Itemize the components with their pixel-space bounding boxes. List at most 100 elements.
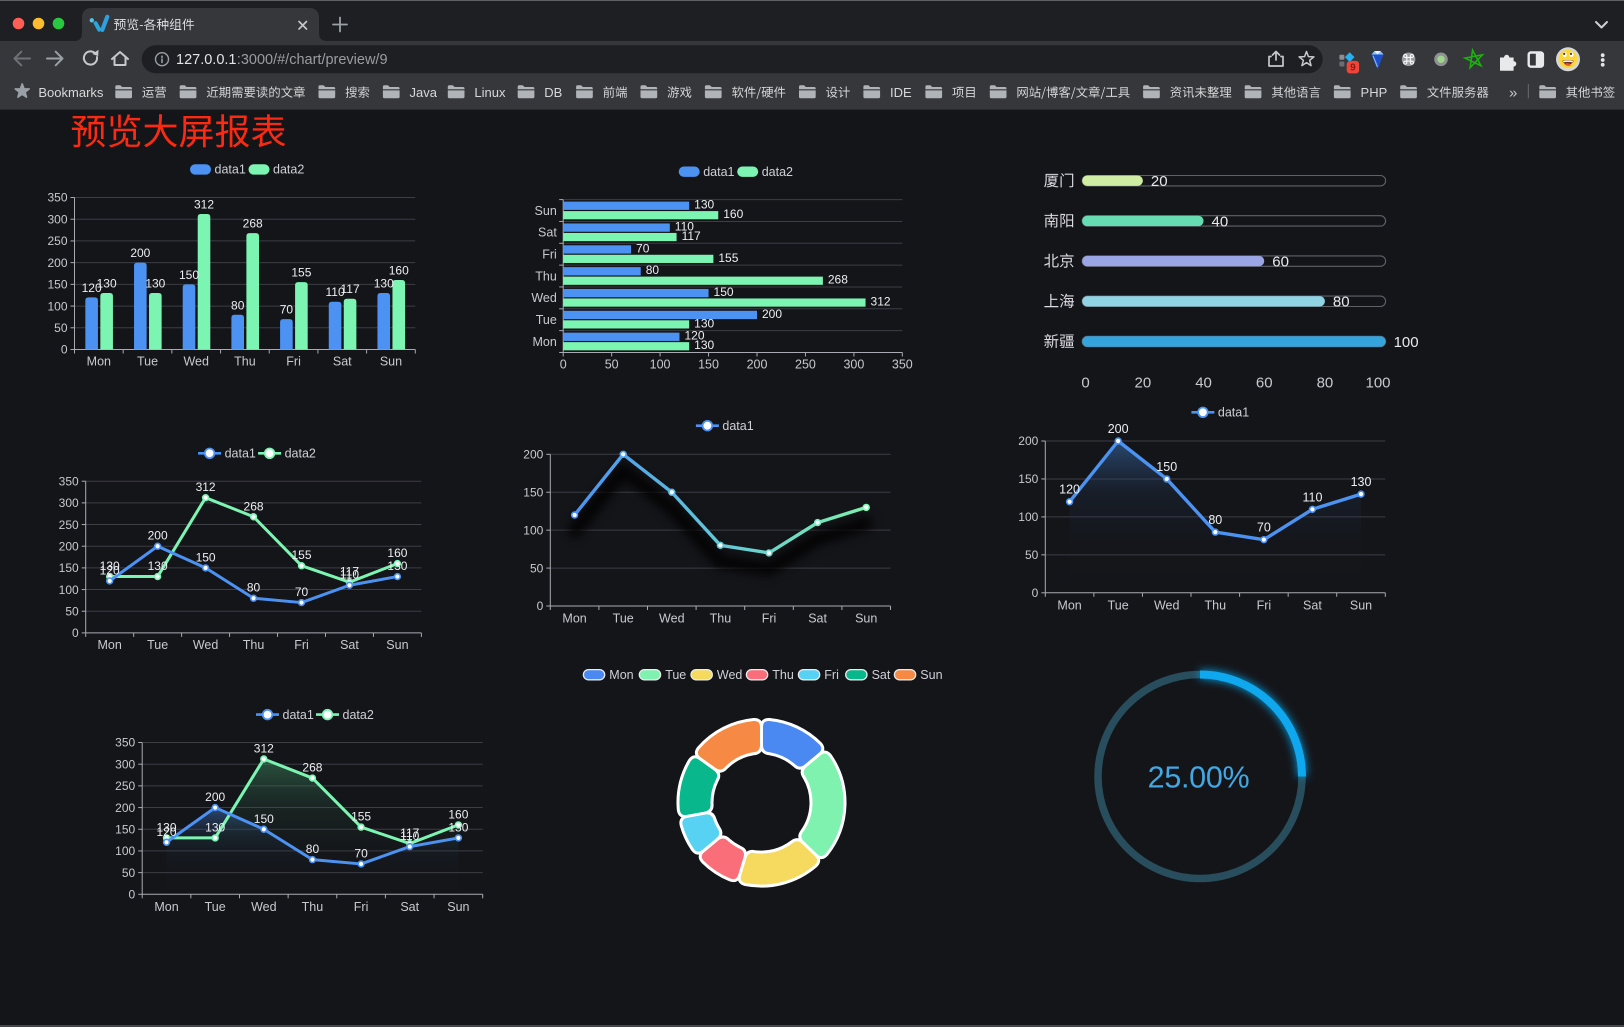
svg-text:127.0.0.1: 127.0.0.1 xyxy=(176,52,236,68)
svg-text:20: 20 xyxy=(1151,173,1168,190)
svg-text:Mon: Mon xyxy=(609,668,633,682)
svg-text:150: 150 xyxy=(196,550,216,564)
svg-text:Tue: Tue xyxy=(147,638,168,652)
svg-text:150: 150 xyxy=(59,561,79,575)
svg-text:312: 312 xyxy=(196,480,216,494)
svg-text:80: 80 xyxy=(1317,374,1334,391)
svg-text:0: 0 xyxy=(1081,374,1089,391)
svg-text:70: 70 xyxy=(354,846,368,860)
svg-text:250: 250 xyxy=(47,234,67,248)
svg-text:data1: data1 xyxy=(225,447,256,461)
svg-text:130: 130 xyxy=(145,277,165,291)
svg-text:268: 268 xyxy=(302,761,322,775)
svg-text:130: 130 xyxy=(205,820,225,834)
svg-text:data1: data1 xyxy=(703,165,734,179)
svg-text:110: 110 xyxy=(400,829,419,843)
svg-text:250: 250 xyxy=(59,518,79,532)
svg-text:70: 70 xyxy=(636,241,650,255)
svg-text:data2: data2 xyxy=(285,447,316,461)
svg-text:Tue: Tue xyxy=(536,313,557,327)
svg-text:70: 70 xyxy=(1257,521,1271,535)
svg-text:100: 100 xyxy=(650,357,671,371)
svg-text:160: 160 xyxy=(389,264,409,278)
svg-text:120: 120 xyxy=(100,563,120,577)
svg-text:100: 100 xyxy=(115,844,135,858)
svg-text:130: 130 xyxy=(148,559,168,573)
svg-text:200: 200 xyxy=(59,539,79,553)
svg-text:Fri: Fri xyxy=(762,612,777,626)
svg-text:Thu: Thu xyxy=(234,355,256,369)
svg-text:Sun: Sun xyxy=(1350,599,1372,613)
svg-text:300: 300 xyxy=(115,757,135,771)
svg-text:80: 80 xyxy=(247,581,261,595)
svg-text:200: 200 xyxy=(148,529,168,543)
svg-text:350: 350 xyxy=(59,474,79,488)
svg-text:Wed: Wed xyxy=(183,355,209,369)
svg-text:Tue: Tue xyxy=(137,355,158,369)
svg-text:Mon: Mon xyxy=(87,355,111,369)
svg-text:40: 40 xyxy=(1195,374,1212,391)
svg-text:350: 350 xyxy=(47,191,67,205)
svg-text:IDE: IDE xyxy=(890,85,912,100)
svg-text:Java: Java xyxy=(410,85,438,100)
svg-text:Thu: Thu xyxy=(535,269,557,283)
svg-text:Sun: Sun xyxy=(855,612,877,626)
svg-text:Mon: Mon xyxy=(532,335,556,349)
svg-text:Linux: Linux xyxy=(474,85,506,100)
svg-text:Sun: Sun xyxy=(535,204,557,218)
svg-text:100: 100 xyxy=(1394,334,1419,351)
svg-text::3000/#/chart/preview/9: :3000/#/chart/preview/9 xyxy=(237,52,388,68)
svg-text:150: 150 xyxy=(523,485,543,499)
svg-text:130: 130 xyxy=(694,198,714,212)
svg-text:0: 0 xyxy=(1032,586,1039,600)
svg-text:130: 130 xyxy=(1351,475,1372,489)
svg-text:268: 268 xyxy=(243,217,263,231)
svg-text:155: 155 xyxy=(291,266,311,280)
svg-text:Wed: Wed xyxy=(193,638,219,652)
svg-text:155: 155 xyxy=(351,810,371,824)
svg-text:Sat: Sat xyxy=(1303,599,1322,613)
svg-text:200: 200 xyxy=(130,246,150,260)
svg-text:9: 9 xyxy=(1350,63,1356,74)
svg-text:110: 110 xyxy=(1302,490,1322,504)
svg-text:Sat: Sat xyxy=(340,638,359,652)
svg-text:100: 100 xyxy=(1018,510,1038,524)
svg-text:110: 110 xyxy=(340,568,359,582)
svg-text:117: 117 xyxy=(400,826,419,840)
svg-text:40: 40 xyxy=(1212,213,1229,230)
svg-text:data1: data1 xyxy=(722,419,753,433)
svg-text:Thu: Thu xyxy=(1205,599,1227,613)
svg-text:Tue: Tue xyxy=(665,668,686,682)
svg-text:200: 200 xyxy=(747,357,768,371)
svg-text:160: 160 xyxy=(448,807,468,821)
svg-text:Tue: Tue xyxy=(613,612,634,626)
svg-text:data2: data2 xyxy=(343,708,374,722)
svg-text:350: 350 xyxy=(892,357,913,371)
svg-text:117: 117 xyxy=(340,565,359,579)
svg-text:50: 50 xyxy=(605,357,619,371)
svg-text:Fri: Fri xyxy=(286,355,301,369)
svg-text:130: 130 xyxy=(374,277,394,291)
svg-text:130: 130 xyxy=(694,338,714,352)
svg-text:150: 150 xyxy=(698,357,719,371)
svg-text:200: 200 xyxy=(205,790,225,804)
svg-text:Mon: Mon xyxy=(98,638,122,652)
svg-text:130: 130 xyxy=(694,316,714,330)
svg-text:80: 80 xyxy=(1208,513,1222,527)
svg-text:Tue: Tue xyxy=(205,900,226,914)
svg-text:70: 70 xyxy=(295,585,309,599)
svg-text:50: 50 xyxy=(122,866,136,880)
svg-text:117: 117 xyxy=(340,282,359,296)
svg-text:100: 100 xyxy=(47,299,67,313)
svg-text:Mon: Mon xyxy=(1057,599,1081,613)
svg-text:60: 60 xyxy=(1256,374,1273,391)
svg-text:150: 150 xyxy=(714,285,734,299)
svg-text:70: 70 xyxy=(280,303,294,317)
svg-text:Sun: Sun xyxy=(380,355,402,369)
svg-text:312: 312 xyxy=(194,198,214,212)
svg-text:300: 300 xyxy=(59,496,79,510)
svg-text:110: 110 xyxy=(675,219,694,233)
svg-text:Sat: Sat xyxy=(538,226,557,240)
svg-text:100: 100 xyxy=(1365,374,1390,391)
svg-text:25.00%: 25.00% xyxy=(1148,760,1250,794)
